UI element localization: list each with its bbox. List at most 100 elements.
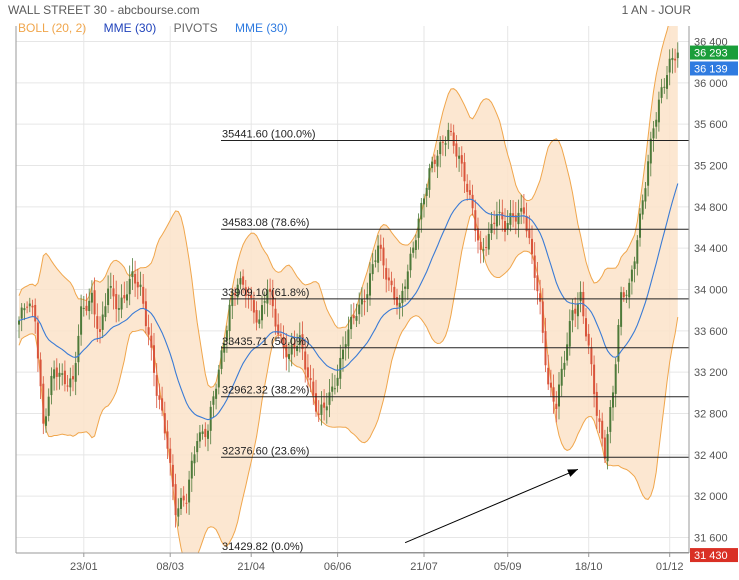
x-tick-label: 01/12 [656,561,684,573]
candle-body [396,297,398,306]
candle [215,383,218,410]
candle [333,374,336,395]
candle-body [153,345,155,373]
candle-body [617,324,620,362]
candle-body [288,354,290,359]
y-tick-label: 34 400 [694,243,728,255]
candle [134,260,137,297]
candle-body [428,168,431,190]
x-tick-label: 05/09 [494,561,522,573]
candle [606,426,609,470]
y-tick-label: 36 000 [694,78,728,90]
candle [85,293,88,316]
candle-body [522,207,525,214]
candle-body [636,240,639,264]
candle-body [182,495,185,501]
legend-boll[interactable]: BOLL (20, 2) [18,21,87,35]
candle-body [88,300,91,312]
candle-body [306,367,309,378]
candle-body [26,306,29,308]
legend-mme[interactable]: MME (30) [103,21,157,35]
candle [385,258,388,293]
x-tick-label: 21/04 [237,561,265,573]
candle-body [382,247,385,266]
candle-body [261,305,263,321]
candle-body [614,364,617,394]
candle [188,470,191,515]
candle-body [263,301,266,303]
candle-body [633,261,636,270]
candle-body [355,316,358,321]
trend-arrow-head [567,469,578,477]
candle-body [352,315,355,319]
candle-body [309,378,312,381]
candle [366,282,369,313]
candle-body [53,369,56,379]
candle-body [576,303,579,317]
candle-body [490,223,493,234]
candle-body [282,337,285,348]
candle-body [668,58,671,73]
candle [390,271,393,293]
candle-body [549,382,552,388]
candle-body [77,335,80,363]
candle [315,379,317,417]
price-tag-bg [690,45,738,60]
candle [293,330,296,358]
candle-body [150,335,153,348]
candle [31,299,34,318]
legend-pivots[interactable]: PIVOTS [173,21,218,35]
legend-mme-2[interactable]: MME (30) [234,21,288,35]
candle [201,424,204,440]
candle-body [598,418,601,422]
candle-body [134,273,137,284]
candle-body [72,376,74,380]
candle [255,301,258,331]
candle-body [136,281,139,288]
candle-body [196,441,199,453]
candle-body [666,75,668,89]
candle [180,488,182,515]
candle-body [547,367,550,385]
candle [266,279,269,317]
candle-body [50,375,53,396]
candle-body [452,132,455,146]
candle-body [333,388,336,390]
candle [231,290,234,320]
candle-body [99,329,101,333]
candle-body [431,161,434,169]
candle-body [463,162,466,182]
x-tick-label: 18/10 [575,561,603,573]
candle-body [563,362,566,370]
candle [20,303,23,332]
candle-body [593,364,596,395]
candle [522,193,525,224]
candle-body [501,212,504,220]
candle-body [47,396,50,416]
candle [533,242,536,291]
period-label[interactable]: 1 AN - JOUR [621,3,691,17]
candle-body [290,345,293,355]
candle [325,392,328,424]
candle-body [63,370,66,385]
candle [633,256,636,283]
candle [290,332,293,367]
candle-body [139,284,142,287]
candle [171,454,174,501]
candle-body [190,460,193,479]
candle-body [331,386,334,392]
candle-body [188,479,191,503]
candle [363,289,366,316]
candle [166,420,169,460]
candle-body [414,240,417,250]
candle [74,351,77,396]
candle [566,332,569,366]
candle-body [36,322,39,359]
candle-body [258,319,261,324]
candle [142,274,145,309]
candle-body [85,305,88,311]
candle [595,383,598,430]
y-tick-label: 34 800 [694,202,728,214]
candle-body [234,293,236,296]
